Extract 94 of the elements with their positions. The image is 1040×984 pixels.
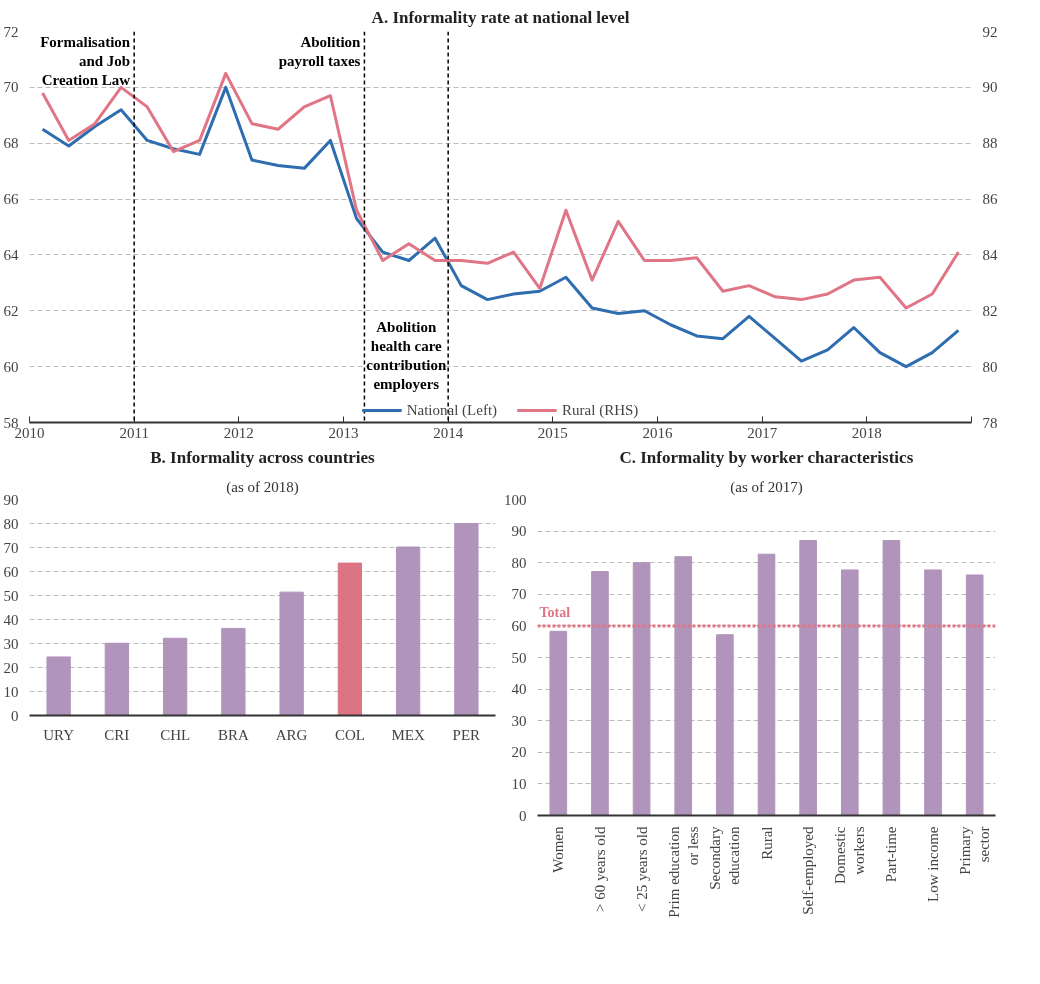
x-tick-label: Part-time — [883, 826, 900, 883]
y-tick-label: 0 — [11, 707, 19, 724]
y-tick-label: 100 — [504, 491, 527, 508]
bar — [965, 574, 984, 816]
x-tick-label: PER — [452, 726, 481, 743]
x-tick-label: Women — [550, 826, 567, 873]
x-tick-label: 2013 — [328, 424, 359, 441]
chart-subtitle: (as of 2017) — [730, 478, 803, 496]
line-series — [41, 71, 960, 310]
x-tick-label: 2017 — [747, 424, 778, 441]
y-tick-label: 10 — [511, 775, 527, 792]
ref-line-label: Total — [539, 604, 571, 620]
x-tick-label: < 25 years old — [633, 826, 650, 913]
chart-title: C. Informality by worker characteristics — [619, 447, 914, 467]
y-tick-label: 64 — [3, 246, 19, 263]
bar — [799, 540, 817, 816]
x-tick-label: 2016 — [642, 424, 673, 441]
bar — [549, 630, 568, 816]
bar — [454, 523, 479, 716]
x-tick-label: Primary sector — [957, 826, 993, 875]
bar — [757, 553, 776, 816]
y-tick-label: 80 — [3, 515, 19, 532]
y-tick-label: 50 — [511, 649, 527, 666]
y-tick-label: 20 — [3, 659, 19, 676]
y-tick-label: 70 — [511, 586, 527, 603]
y-tick-label: 62 — [3, 302, 19, 319]
legend-label: National (Left) — [406, 401, 498, 419]
y-tick-label: 10 — [3, 683, 19, 700]
y-tick-label: 0 — [519, 807, 527, 824]
x-tick-label: Prim education or less — [665, 826, 701, 918]
y-tick-label: 40 — [3, 611, 19, 628]
x-tick-label: Self-employed — [800, 826, 817, 915]
x-tick-label: 2018 — [851, 424, 882, 441]
bar — [882, 540, 901, 816]
y-tick-label: 30 — [511, 712, 527, 729]
x-tick-label: Domestic workers — [832, 826, 868, 884]
y-tick-label: 50 — [3, 587, 19, 604]
bar — [162, 637, 188, 716]
bar — [395, 546, 421, 716]
x-tick-label: CRI — [104, 726, 130, 743]
x-tick-label: MEX — [391, 726, 425, 743]
x-tick-label: 2011 — [119, 424, 149, 441]
y-tick-label: 90 — [511, 523, 527, 540]
chart-title: A. Informality rate at national level — [371, 7, 630, 27]
y-tick-label: 60 — [511, 617, 527, 634]
x-tick-label: > 60 years old — [591, 826, 608, 913]
y-tick-label: 70 — [3, 79, 19, 96]
chart-title: B. Informality across countries — [150, 447, 376, 467]
y2-tick-label: 80 — [982, 358, 998, 375]
ref-line-label: Formalisation and Job Creation Law — [40, 33, 131, 88]
line-series — [41, 85, 960, 369]
legend-label: Rural (RHS) — [562, 401, 639, 419]
y2-tick-label: 86 — [982, 191, 998, 208]
bar — [840, 569, 859, 816]
y-tick-label: 60 — [3, 358, 19, 375]
x-tick-label: URY — [43, 726, 75, 743]
y2-tick-label: 92 — [982, 23, 998, 40]
x-tick-label: 2014 — [433, 424, 464, 441]
y2-tick-label: 78 — [982, 414, 998, 431]
x-tick-label: ARG — [275, 726, 308, 743]
bar — [716, 634, 734, 816]
y-tick-label: 60 — [3, 563, 19, 580]
y-tick-label: 72 — [3, 23, 19, 40]
bar — [924, 569, 942, 816]
x-tick-label: 2012 — [223, 424, 254, 441]
y2-tick-label: 90 — [982, 79, 998, 96]
y-tick-label: 30 — [3, 635, 19, 652]
bar — [221, 627, 246, 716]
bar — [337, 562, 363, 716]
y2-tick-label: 88 — [982, 135, 998, 152]
y-tick-label: 70 — [3, 539, 19, 556]
y-tick-label: 66 — [3, 191, 19, 208]
y-tick-label: 68 — [3, 135, 19, 152]
ref-line-label: Abolition payroll taxes — [278, 33, 362, 69]
x-tick-label: COL — [334, 726, 365, 743]
ref-line-label: Abolition health care contribution employers — [366, 318, 447, 393]
bar — [279, 591, 304, 716]
x-tick-label: BRA — [217, 726, 249, 743]
x-tick-label: 2015 — [537, 424, 568, 441]
x-tick-label: Rural — [758, 826, 775, 860]
chart-subtitle: (as of 2018) — [226, 478, 299, 496]
y-tick-label: 40 — [511, 681, 527, 698]
x-tick-label: CHL — [160, 726, 191, 743]
bar — [104, 642, 130, 716]
bar — [674, 556, 693, 816]
bar — [632, 562, 651, 816]
x-tick-label: Low income — [925, 826, 942, 902]
bar — [591, 571, 609, 816]
y-tick-label: 80 — [511, 554, 527, 571]
y-tick-label: 20 — [511, 744, 527, 761]
y2-tick-label: 84 — [982, 246, 998, 263]
bar — [46, 656, 71, 716]
y2-tick-label: 82 — [982, 302, 998, 319]
y-tick-label: 90 — [3, 491, 19, 508]
